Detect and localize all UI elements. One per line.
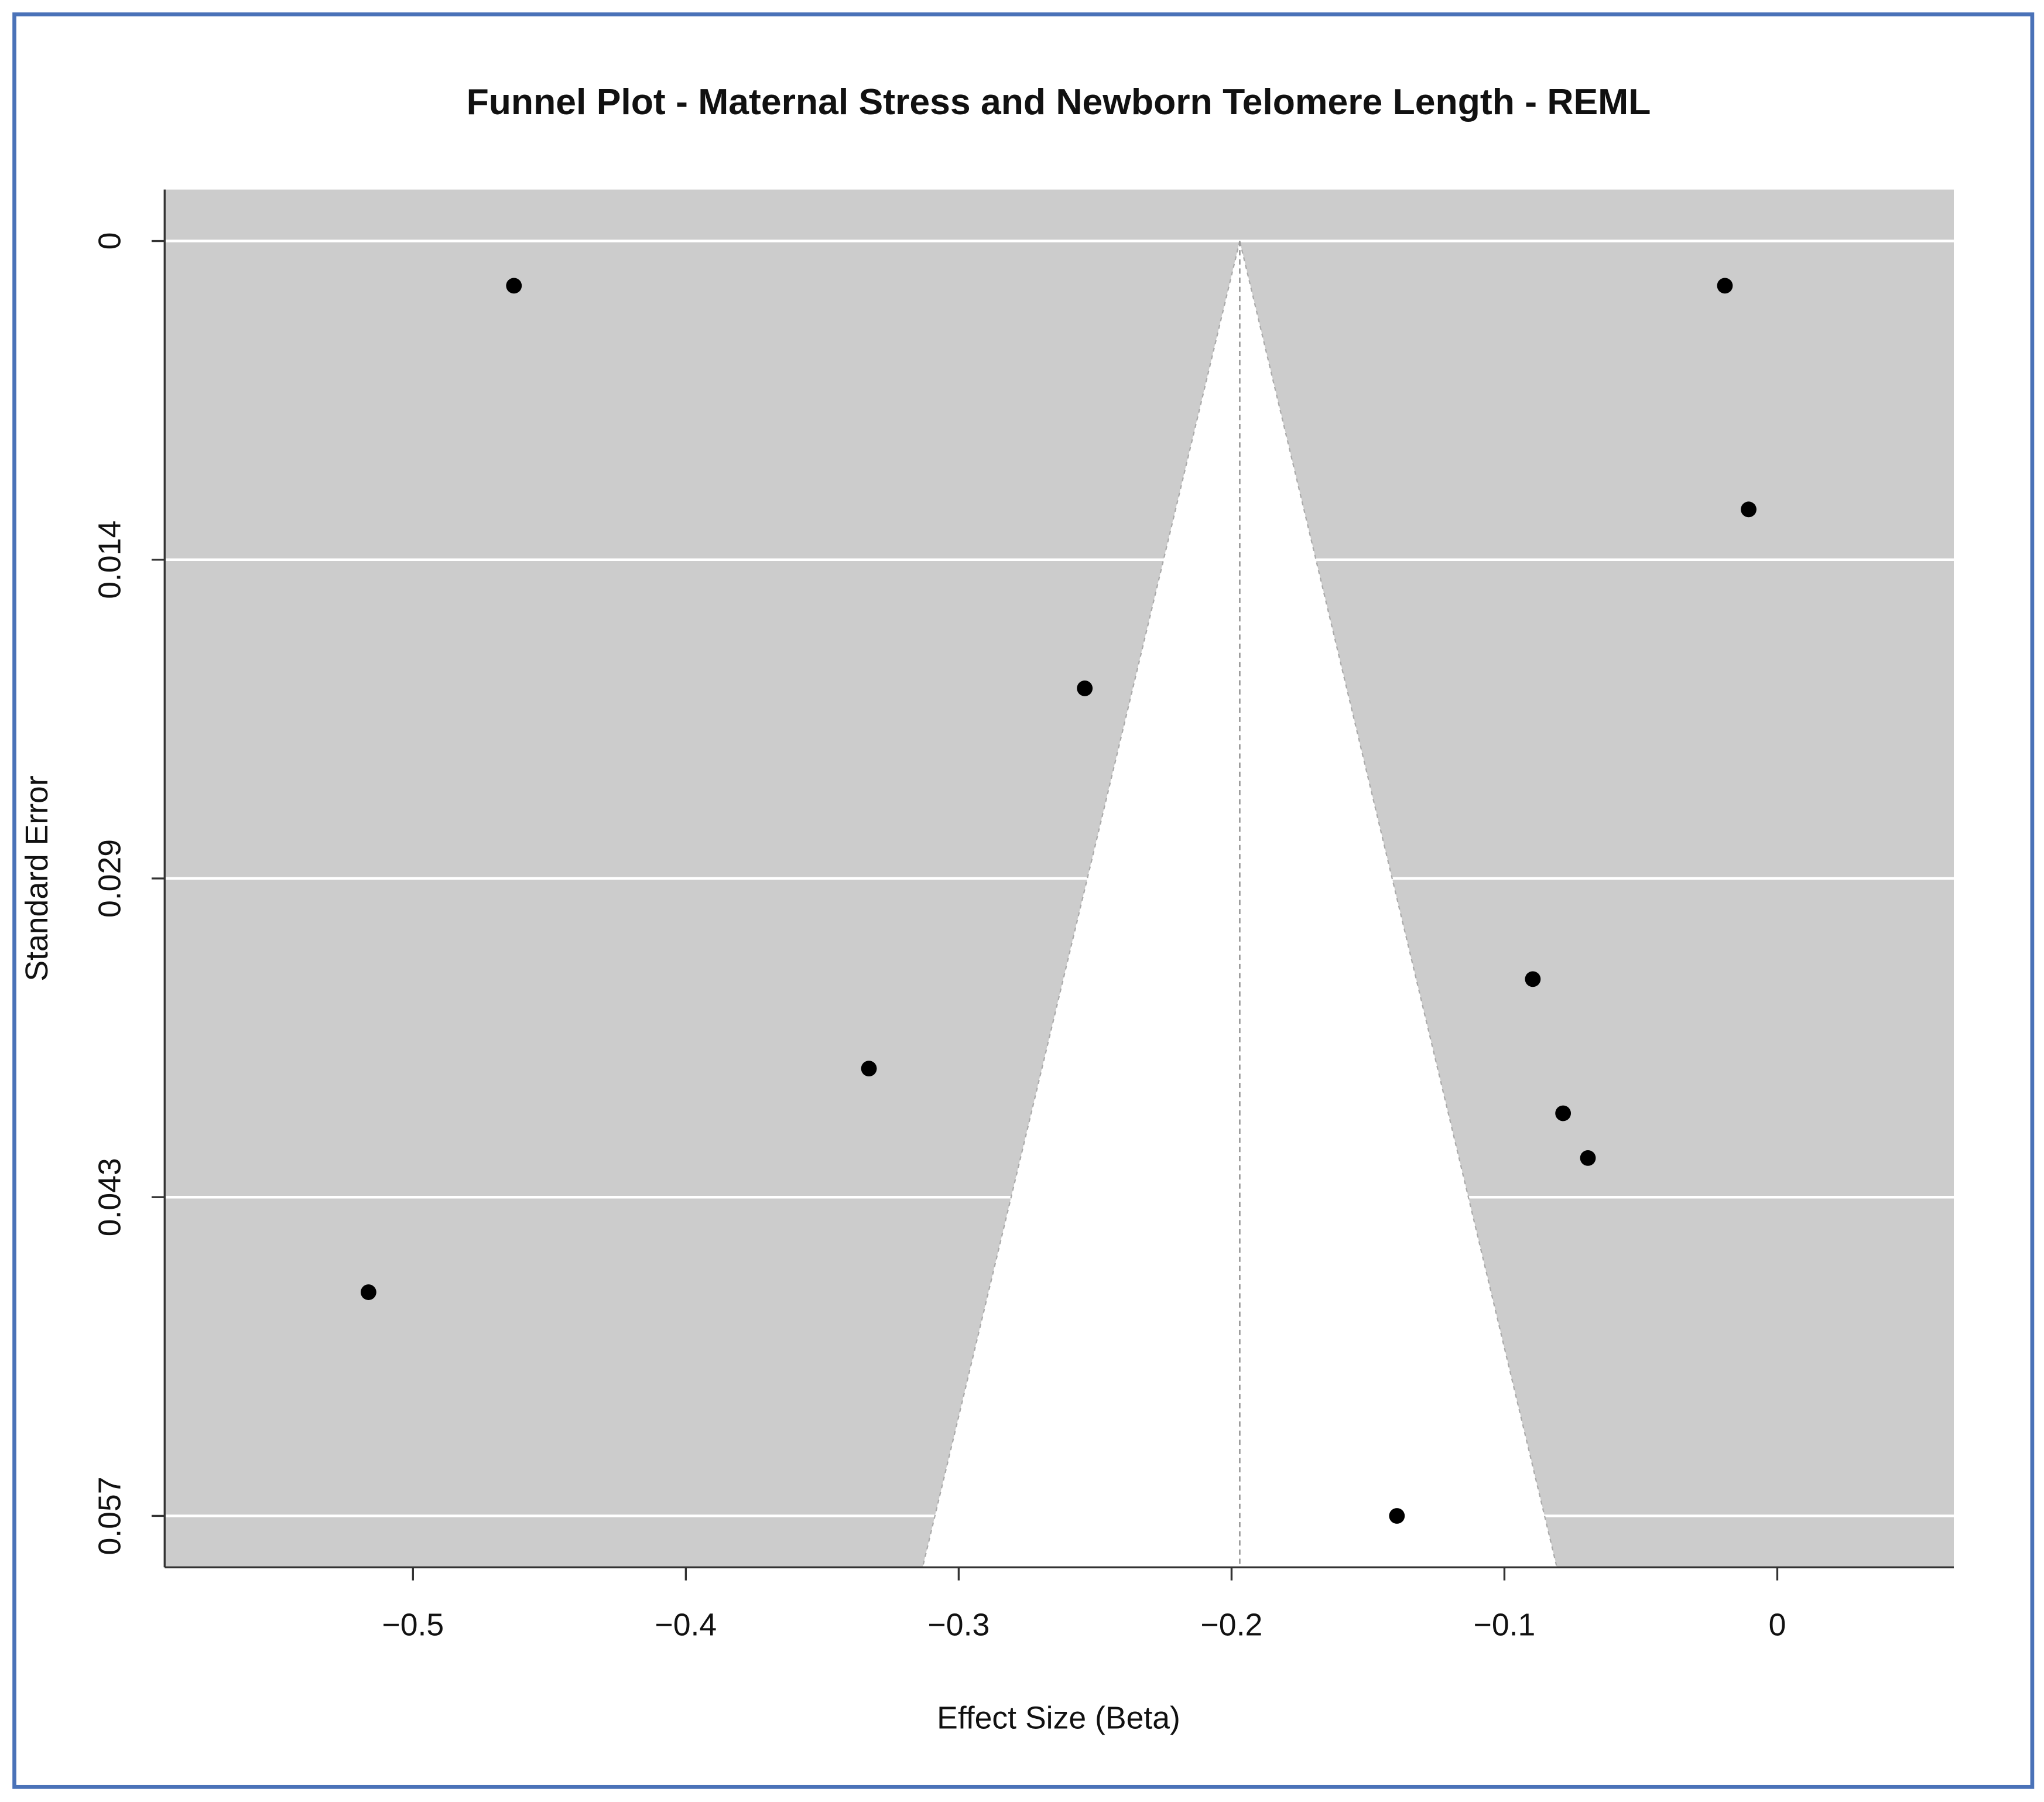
data-point bbox=[1580, 1150, 1596, 1166]
x-tick-label: −0.5 bbox=[382, 1608, 444, 1642]
y-tick-label: 0.043 bbox=[93, 1158, 127, 1236]
frame bbox=[12, 12, 2035, 1789]
x-tick-label: −0.2 bbox=[1201, 1608, 1263, 1642]
data-point bbox=[506, 278, 522, 294]
x-axis-label: Effect Size (Beta) bbox=[937, 1701, 1180, 1736]
y-tick-label: 0 bbox=[93, 232, 127, 250]
chart-title: Funnel Plot - Maternal Stress and Newbor… bbox=[467, 81, 1651, 122]
y-tick-label: 0.057 bbox=[93, 1476, 127, 1555]
y-axis-label: Standard Error bbox=[20, 775, 54, 981]
x-tick-label: −0.4 bbox=[655, 1608, 717, 1642]
x-tick-label: 0 bbox=[1769, 1608, 1786, 1642]
data-point bbox=[861, 1061, 877, 1077]
x-tick-label: −0.3 bbox=[928, 1608, 990, 1642]
data-point bbox=[1525, 971, 1541, 987]
data-point bbox=[1741, 501, 1757, 518]
data-point bbox=[1389, 1508, 1405, 1524]
data-point bbox=[1077, 680, 1093, 696]
y-tick-label: 0.014 bbox=[93, 521, 127, 599]
data-point bbox=[1555, 1105, 1571, 1121]
x-tick-label: −0.1 bbox=[1474, 1608, 1536, 1642]
y-tick-label: 0.029 bbox=[93, 839, 127, 918]
data-point bbox=[360, 1284, 376, 1300]
data-point bbox=[1717, 278, 1733, 294]
